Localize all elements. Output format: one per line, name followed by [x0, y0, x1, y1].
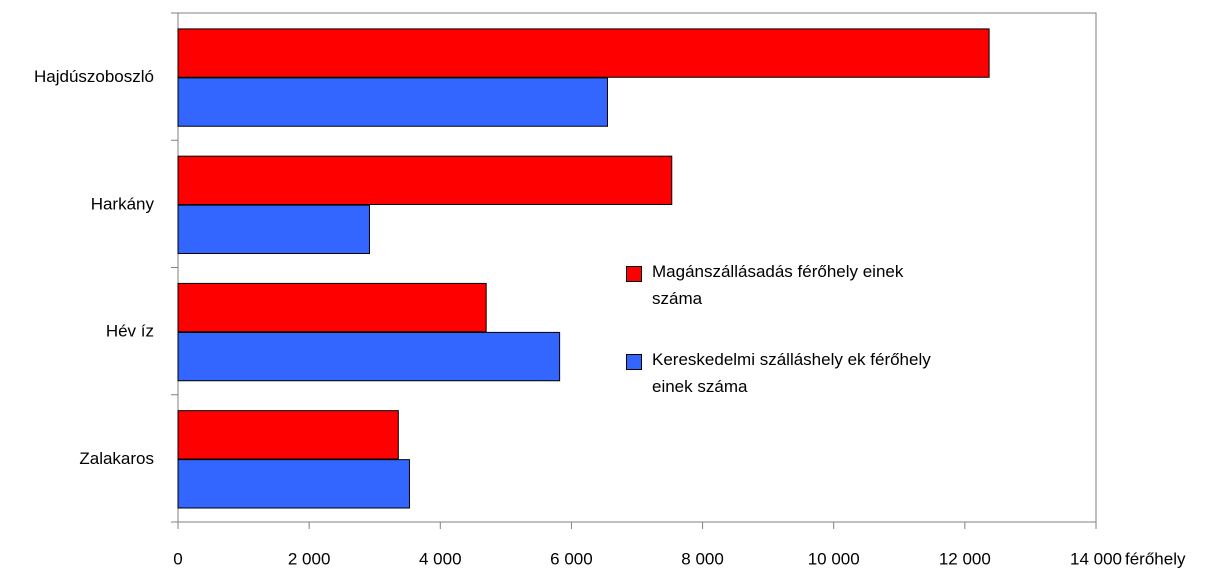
legend-label: Magánszállásadás férőhely einek száma — [652, 262, 904, 308]
y-tick-label: Harkány — [91, 194, 155, 213]
y-tick-label: Hév íz — [106, 322, 154, 341]
bar — [177, 410, 399, 460]
x-tick-label: 14 000 — [1070, 549, 1122, 568]
bar — [177, 155, 673, 206]
bar — [177, 282, 487, 333]
bar — [177, 331, 561, 382]
x-tick-label: 8 000 — [681, 549, 724, 568]
x-tick-label: 12 000 — [939, 549, 991, 568]
x-axis-label: férőhely — [1125, 549, 1186, 568]
legend-label: Kereskedelmi szálláshely ek férőhely ein… — [652, 350, 931, 396]
y-tick-label: Zalakaros — [79, 449, 154, 468]
legend-item: Magánszállásadás férőhely einek száma — [626, 262, 1046, 312]
y-tick-label: Hajdúszoboszló — [34, 67, 154, 86]
legend: Magánszállásadás férőhely einek száma Ker… — [626, 262, 1046, 438]
legend-swatch — [626, 354, 642, 370]
x-tick-label: 0 — [173, 549, 182, 568]
legend-swatch — [626, 266, 642, 282]
x-tick-label: 2 000 — [288, 549, 331, 568]
bar — [177, 77, 608, 127]
x-tick-label: 6 000 — [550, 549, 593, 568]
bar — [177, 204, 370, 255]
bar — [177, 459, 410, 509]
bar — [177, 28, 990, 78]
legend-item: Kereskedelmi szálláshely ek férőhely ein… — [626, 350, 1046, 400]
x-tick-label: 4 000 — [419, 549, 462, 568]
x-tick-label: 10 000 — [808, 549, 860, 568]
